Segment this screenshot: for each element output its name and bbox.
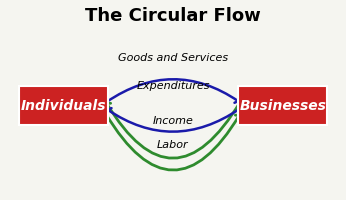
Text: Labor: Labor [157,139,189,149]
FancyBboxPatch shape [19,86,108,126]
Text: The Circular Flow: The Circular Flow [85,7,261,25]
Text: Businesses: Businesses [239,99,326,113]
FancyBboxPatch shape [238,86,327,126]
Text: Individuals: Individuals [20,99,106,113]
Text: Expenditures: Expenditures [136,80,210,90]
Text: Income: Income [153,116,193,126]
Text: Goods and Services: Goods and Services [118,53,228,63]
